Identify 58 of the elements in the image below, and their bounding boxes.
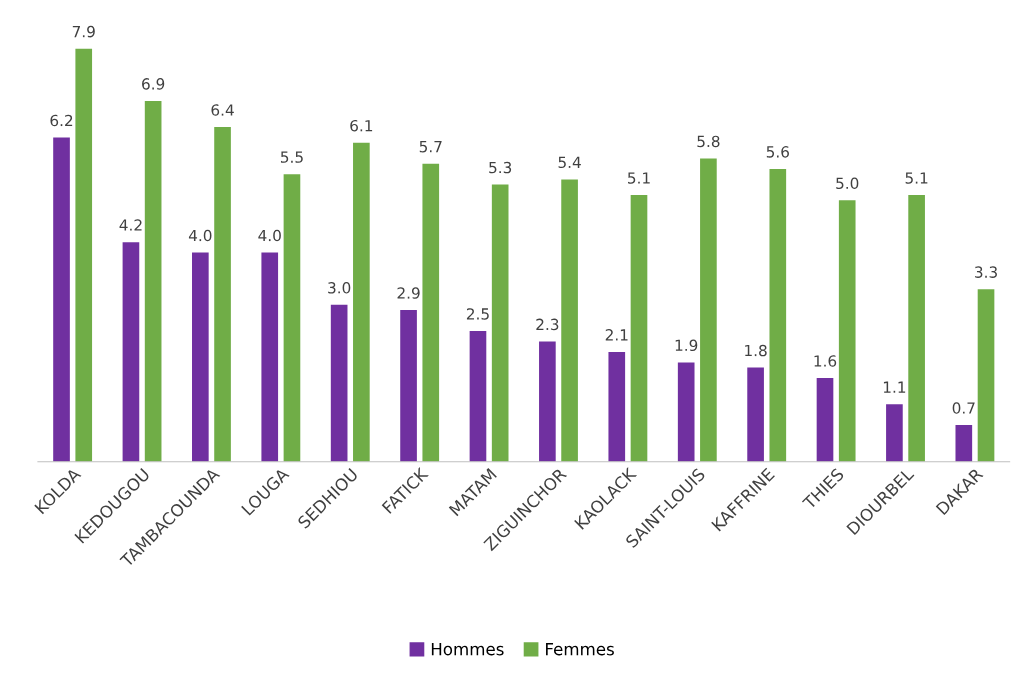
bar [630, 195, 648, 462]
bar [677, 362, 695, 462]
data-label: 4.2 [119, 219, 142, 231]
bar [608, 351, 626, 462]
data-label: 2.5 [466, 308, 489, 320]
bar [700, 158, 717, 462]
bar [75, 48, 93, 462]
data-label: 5.1 [628, 172, 650, 184]
data-label: 3.3 [975, 266, 997, 278]
bar [977, 289, 995, 462]
data-label: 5.4 [558, 156, 581, 169]
bar [330, 304, 348, 462]
bar [144, 100, 162, 462]
data-label: 0.7 [952, 402, 975, 414]
data-label: 5.7 [419, 141, 442, 153]
data-label: 4.0 [188, 229, 212, 242]
data-label: 5.3 [489, 161, 512, 174]
bar [400, 310, 417, 462]
bar [192, 252, 209, 462]
data-label: 6.2 [50, 114, 73, 127]
data-label: 3.0 [328, 282, 351, 294]
bar [122, 242, 140, 462]
bar [53, 137, 70, 462]
bar [214, 127, 231, 462]
data-label: 2.1 [605, 329, 628, 341]
legend-label: Femmes [546, 643, 614, 656]
bar [422, 163, 440, 462]
data-label: 5.6 [766, 146, 789, 158]
bar [769, 168, 787, 462]
bar [283, 174, 301, 462]
data-label: 2.3 [536, 318, 559, 331]
data-label: 1.1 [883, 381, 906, 393]
data-label: 1.9 [675, 339, 698, 352]
data-label: 6.1 [350, 119, 373, 132]
legend-label: Hommes [431, 643, 504, 656]
bar [353, 142, 370, 462]
bar [491, 184, 509, 462]
data-label: 5.1 [905, 172, 928, 184]
data-label: 2.9 [397, 287, 420, 299]
bar [816, 378, 834, 462]
bar [838, 200, 856, 462]
data-label: 1.8 [745, 344, 767, 357]
data-label: 6.9 [142, 78, 165, 90]
data-label: 5.0 [836, 177, 859, 190]
bar [539, 341, 556, 462]
data-label: 5.5 [280, 151, 303, 163]
bar [908, 195, 925, 462]
data-label: 7.9 [72, 25, 95, 38]
bar [747, 367, 764, 462]
bar [561, 179, 578, 462]
bar [886, 404, 903, 462]
bar [261, 252, 279, 462]
data-label: 1.6 [814, 355, 837, 367]
bar [955, 425, 973, 462]
bar [469, 331, 487, 462]
data-label: 6.4 [211, 104, 234, 116]
data-label: 4.0 [258, 229, 281, 242]
data-label: 5.8 [697, 135, 720, 148]
